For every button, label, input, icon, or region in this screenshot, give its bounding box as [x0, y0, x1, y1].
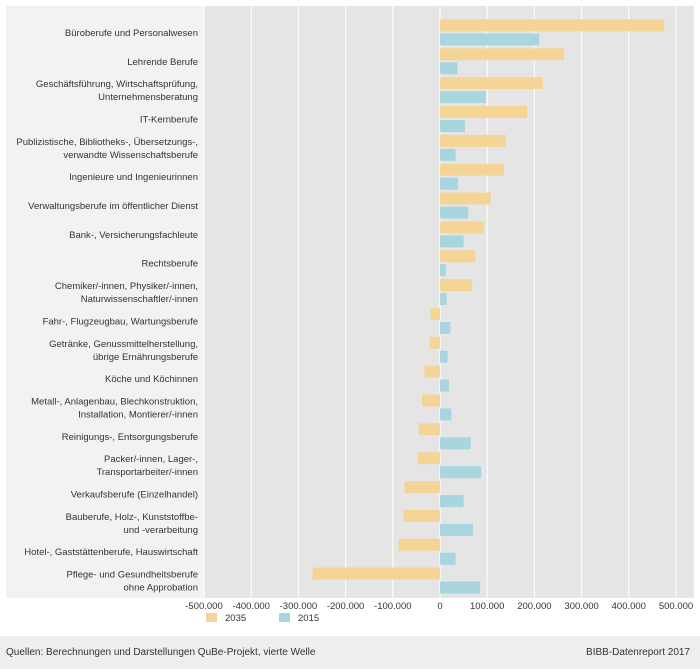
bar-2035-12 [424, 365, 440, 378]
x-tick-label: 500.000 [659, 601, 693, 612]
bar-2035-19 [312, 567, 440, 580]
bar-2015-9 [440, 293, 447, 306]
bar-2015-7 [440, 235, 464, 248]
bar-2035-17 [403, 509, 440, 522]
bar-2035-14 [418, 423, 440, 436]
x-tick-label: 400.000 [612, 601, 646, 612]
category-label: Pflege- und Gesundheitsberufe ohne Approb… [66, 570, 198, 594]
category-label: Verkaufsberufe (Einzelhandel) [71, 490, 198, 501]
bar-2015-2 [440, 91, 486, 104]
source-note: Quellen: Berechnungen und Darstellungen … [6, 647, 316, 658]
category-label: Publizistische, Bibliotheks-, Übersetzun… [16, 137, 198, 161]
bar-2035-6 [440, 192, 491, 205]
bar-2015-11 [440, 350, 448, 363]
bar-2035-9 [440, 279, 473, 292]
bar-2015-6 [440, 206, 469, 219]
bar-2035-4 [440, 134, 507, 147]
bar-2015-16 [440, 495, 464, 508]
bar-2015-13 [440, 408, 452, 421]
legend-swatch-2035 [206, 613, 217, 622]
bar-2015-8 [440, 264, 446, 277]
bar-2015-18 [440, 552, 456, 565]
bar-2015-0 [440, 33, 540, 46]
x-tick-label: -200.000 [327, 601, 365, 612]
bar-2015-15 [440, 466, 482, 479]
x-tick-label: 100.000 [470, 601, 504, 612]
bar-2035-10 [430, 307, 440, 320]
bar-2015-5 [440, 177, 458, 190]
category-label: Ingenieure und Ingenieurinnen [69, 172, 198, 183]
bar-2015-3 [440, 119, 466, 132]
category-label: Bauberufe, Holz-, Kunststoffbe-und -vera… [66, 512, 198, 536]
x-tick-label: -500.000 [185, 601, 223, 612]
bar-2015-17 [440, 523, 474, 536]
legend-label-2035: 2035 [225, 613, 246, 624]
bar-2035-13 [422, 394, 440, 407]
bar-2035-5 [440, 163, 504, 176]
bar-2015-1 [440, 62, 458, 75]
category-label: Hotel-, Gaststättenberufe, Hauswirtschaf… [24, 547, 198, 558]
category-label: Köche und Köchinnen [105, 374, 198, 385]
category-label: Büroberufe und Personalwesen [65, 28, 198, 39]
category-label: Lehrende Berufe [127, 57, 198, 68]
bar-2015-14 [440, 437, 471, 450]
x-tick-label: -400.000 [232, 601, 270, 612]
bar-2015-4 [440, 148, 456, 161]
credit-note: BIBB-Datenreport 2017 [586, 647, 690, 658]
x-tick-label: -100.000 [374, 601, 412, 612]
category-label: Fahr-, Flugzeugbau, Wartungsberufe [43, 316, 198, 327]
x-tick-label: 300.000 [564, 601, 598, 612]
x-tick-label: 0 [437, 601, 442, 612]
category-label: Metall-, Anlagenbau, Blechkonstruktion, I… [31, 396, 198, 420]
category-label: IT-Kernberufe [140, 114, 198, 125]
category-label: Chemiker/-innen, Physiker/-innen, Naturwi… [55, 281, 198, 305]
x-tick-label: 200.000 [517, 601, 551, 612]
legend-swatch-2015 [279, 613, 290, 622]
bar-2015-12 [440, 379, 449, 392]
category-label: Rechtsberufe [141, 259, 198, 270]
bar-2035-8 [440, 250, 476, 263]
category-label: Geschäftsführung, Wirtschaftsprüfung, Unt… [36, 79, 198, 103]
category-label: Packer/-innen, Lager-, Transportarbeiter/… [96, 454, 198, 478]
bar-2035-0 [440, 19, 665, 32]
bar-2035-16 [404, 481, 440, 494]
bar-2035-1 [440, 48, 565, 61]
category-band [6, 6, 204, 598]
bar-2035-11 [429, 336, 440, 349]
bar-2035-3 [440, 105, 528, 118]
category-label: Bank-, Versicherungsfachleute [69, 230, 198, 241]
bar-2035-2 [440, 77, 543, 90]
legend-label-2015: 2015 [298, 613, 319, 624]
bar-2035-18 [398, 538, 440, 551]
category-label: Getränke, Genussmittelherstellung, übrige… [49, 339, 198, 363]
category-label: Reinigungs-, Entsorgungsberufe [62, 432, 198, 443]
footer-bar: Quellen: Berechnungen und Darstellungen … [0, 636, 700, 669]
bar-2015-10 [440, 321, 451, 334]
x-tick-label: -300.000 [280, 601, 318, 612]
category-label: Verwaltungsberufe im öffentlicher Dienst [28, 201, 198, 212]
bar-2035-7 [440, 221, 484, 234]
bar-2015-19 [440, 581, 481, 594]
bar-2035-15 [417, 452, 440, 465]
